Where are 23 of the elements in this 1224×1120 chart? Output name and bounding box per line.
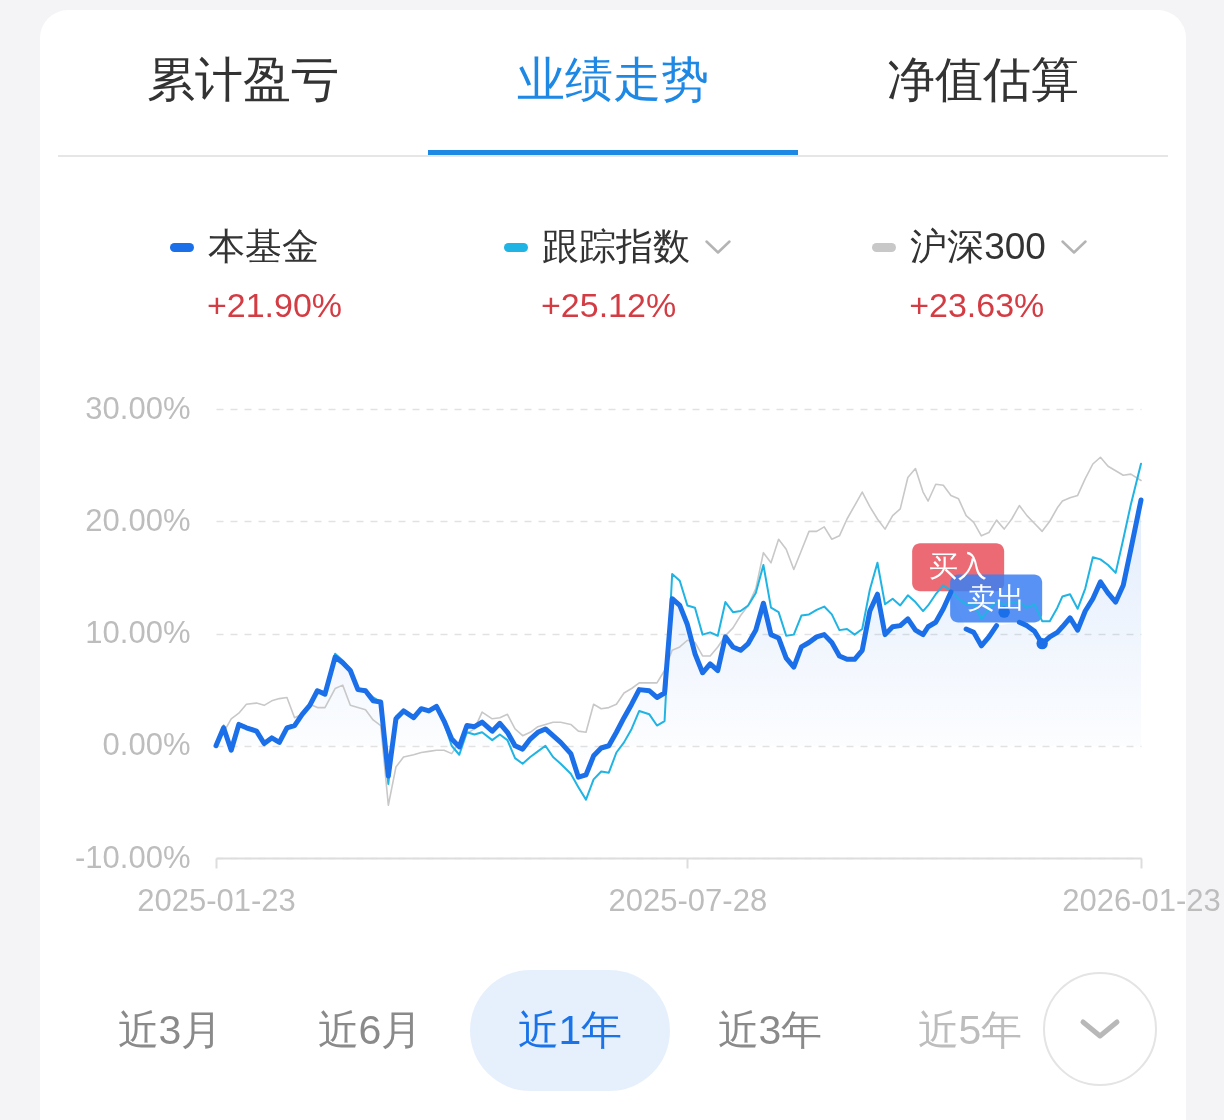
text: 近6月 [316,1006,424,1055]
text: 近3年 [716,1006,824,1055]
y-tick-label: 10.00% [85,615,191,650]
legend-label: 本基金 [207,225,319,269]
legend-label: 沪深300 [910,225,1046,269]
legend-label: 跟踪指数 [542,225,690,269]
annotation: 买入 [929,550,988,583]
x-tick-label: 2026-01-23 [1062,882,1221,918]
y-tick-label: 30.00% [85,390,191,426]
text: +23.63% [909,285,1046,326]
text: +25.12% [541,285,678,326]
text: 净值估算 [887,53,1079,106]
text: 近3月 [116,1006,224,1055]
annotation: 卖出 [967,581,1026,614]
x-tick-label: 2025-07-28 [608,882,768,918]
text: +21.90% [206,285,343,326]
text: 累计盈亏 [147,53,339,106]
y-tick-label: 20.00% [85,502,191,538]
y-tick-label: 0.00% [102,727,191,763]
y-tick-label: -10.00% [75,839,191,875]
text: 业绩走势 [517,53,709,106]
text: 近5年 [916,1006,1024,1055]
x-tick-label: 2025-01-23 [137,882,296,918]
